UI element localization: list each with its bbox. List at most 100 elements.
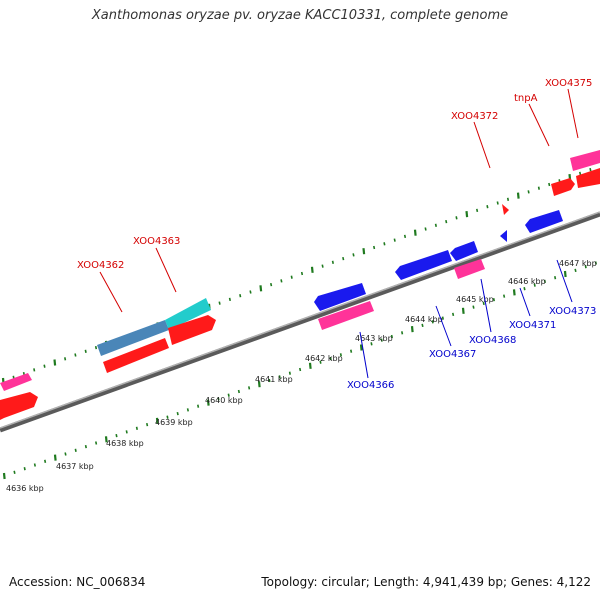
minor-tick (64, 452, 67, 456)
gene-label-leader (435, 305, 452, 347)
scale-label: 4646 kbp (508, 277, 546, 286)
minor-tick (424, 227, 427, 231)
cds-reverse-blue[interactable] (314, 283, 366, 311)
minor-tick (146, 422, 149, 427)
cds-forward-pink[interactable] (0, 373, 32, 391)
minor-tick (300, 271, 304, 276)
major-tick (308, 362, 312, 369)
cds-forward-pink[interactable] (570, 150, 600, 171)
minor-tick (280, 279, 283, 283)
cds-forward-red[interactable] (576, 168, 600, 188)
major-tick (2, 472, 6, 480)
cds-forward-red[interactable] (168, 315, 216, 345)
gene-label-xoo4375[interactable]: XOO4375 (545, 78, 592, 89)
minor-tick (125, 430, 128, 434)
minor-tick (482, 301, 485, 306)
gene-label-xoo4367[interactable]: XOO4367 (429, 349, 476, 360)
minor-tick (503, 294, 506, 298)
major-tick (410, 325, 414, 333)
gene-label-xoo4368[interactable]: XOO4368 (469, 335, 516, 346)
scale-label: 4637 kbp (56, 462, 94, 471)
cds-reverse-pink[interactable] (454, 259, 485, 279)
minor-tick (434, 223, 437, 227)
gene-label-xoo4366[interactable]: XOO4366 (347, 380, 394, 391)
minor-tick (227, 393, 230, 397)
minor-tick (135, 426, 138, 430)
minor-tick (431, 320, 434, 324)
gene-label-leader (480, 278, 492, 333)
gene-label-xoo4372[interactable]: XOO4372 (451, 111, 498, 122)
backbone-line (0, 211, 600, 433)
minor-tick (248, 386, 251, 390)
scale-label: 4641 kbp (255, 375, 293, 384)
major-tick (257, 381, 261, 388)
cds-reverse-blue[interactable] (395, 250, 452, 280)
cds-forward-arrow[interactable] (502, 204, 509, 215)
minor-tick (373, 245, 376, 250)
major-tick (413, 229, 417, 236)
major-tick (359, 344, 363, 351)
minor-tick (486, 205, 489, 209)
minor-tick (496, 201, 499, 205)
cds-reverse-blue[interactable] (525, 210, 563, 233)
gene-label-xoo4363[interactable]: XOO4363 (133, 236, 180, 247)
minor-tick (329, 356, 332, 361)
minor-tick (339, 353, 342, 357)
major-tick (53, 454, 57, 461)
cds-forward-red[interactable] (103, 338, 169, 373)
minor-tick (350, 349, 353, 353)
forward-tick-row (1, 167, 592, 385)
minor-tick (74, 353, 77, 357)
minor-tick (321, 264, 324, 268)
scale-label: 4639 kbp (155, 418, 193, 427)
major-tick (206, 399, 210, 406)
minor-tick (492, 298, 495, 302)
major-tick (259, 285, 263, 292)
reverse-features (314, 210, 563, 330)
gene-label-leader (359, 331, 369, 379)
minor-tick (84, 349, 87, 353)
cds-forward-red[interactable] (551, 178, 575, 196)
minor-tick (74, 448, 77, 452)
major-tick (104, 436, 108, 443)
gene-label-leader (556, 259, 573, 303)
minor-tick (43, 364, 46, 368)
minor-tick (33, 368, 36, 372)
forward-gene-labels: XOO4362 XOO4363 XOO4372 tnpA XOO4375 (77, 78, 592, 313)
major-tick (53, 359, 57, 366)
scale-label: 4636 kbp (6, 484, 44, 493)
gene-label-xoo4373[interactable]: XOO4373 (549, 306, 596, 317)
minor-tick (370, 342, 373, 346)
minor-tick (506, 197, 510, 201)
gene-label-leader (567, 88, 579, 139)
gene-label-leader (519, 287, 531, 317)
gene-label-xoo4371[interactable]: XOO4371 (509, 320, 556, 331)
cds-reverse-pink[interactable] (318, 301, 374, 330)
minor-tick (543, 279, 546, 284)
minor-tick (352, 253, 355, 257)
minor-tick (319, 360, 322, 364)
minor-tick (393, 238, 396, 242)
minor-tick (176, 411, 179, 416)
minor-tick (217, 397, 220, 401)
major-tick (310, 266, 314, 273)
minor-tick (403, 234, 407, 239)
major-tick (563, 270, 567, 278)
major-tick (516, 192, 520, 199)
cds-forward-cyan[interactable] (165, 298, 211, 330)
scale-label: 4642 kbp (305, 354, 343, 363)
cds-reverse-arrow[interactable] (500, 230, 507, 242)
gene-label-xoo4362[interactable]: XOO4362 (77, 260, 124, 271)
gene-label-tnpa[interactable]: tnpA (514, 93, 538, 104)
minor-tick (523, 287, 526, 291)
minor-tick (186, 408, 189, 412)
cds-forward-steel[interactable] (97, 320, 169, 356)
minor-tick (401, 331, 404, 335)
minor-tick (13, 470, 16, 474)
cds-forward-red[interactable] (0, 392, 38, 420)
minor-tick (299, 367, 302, 372)
major-tick (465, 210, 469, 218)
cds-reverse-blue[interactable] (450, 241, 478, 261)
accession-text: Accession: NC_006834 (9, 575, 146, 589)
